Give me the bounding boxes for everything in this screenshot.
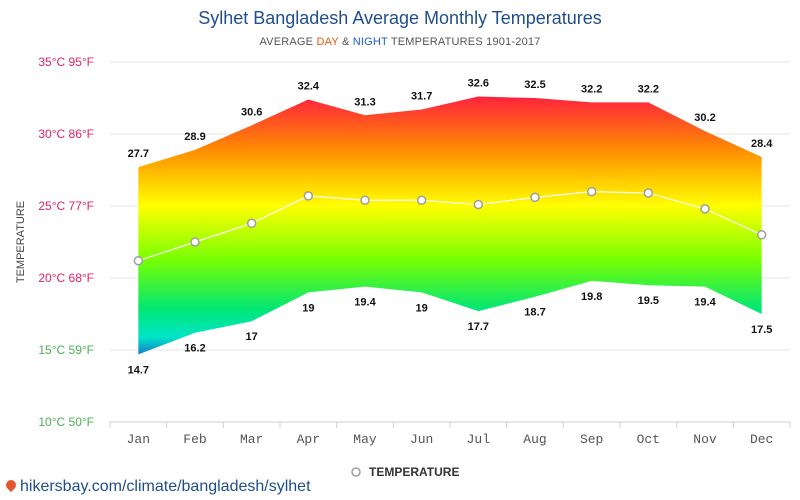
x-tick-label: Apr <box>297 432 320 447</box>
night-value-label: 17.5 <box>751 324 772 336</box>
y-tick-label: 35°C 95°F <box>38 55 94 69</box>
subtitle-prefix: AVERAGE <box>259 36 317 48</box>
day-value-label: 30.2 <box>694 112 715 124</box>
day-value-label: 31.7 <box>411 91 432 103</box>
night-value-label: 18.7 <box>524 307 545 319</box>
day-value-label: 32.6 <box>468 78 489 90</box>
x-tick-label: Nov <box>693 432 717 447</box>
night-value-label: 19.4 <box>694 297 716 309</box>
average-point <box>360 195 370 205</box>
y-tick-label: 25°C 77°F <box>38 199 94 213</box>
average-temperature-line <box>138 190 762 262</box>
night-value-label: 19.8 <box>581 291 602 303</box>
average-point <box>473 199 484 210</box>
subtitle-amp: & <box>338 36 353 48</box>
night-value-label: 19.5 <box>638 295 659 307</box>
day-value-label: 28.4 <box>751 138 773 150</box>
y-axis-title: TEMPERATURE <box>15 201 27 283</box>
y-tick-label: 15°C 59°F <box>38 343 94 357</box>
day-value-label: 32.4 <box>298 80 320 92</box>
x-tick-label: Jun <box>410 432 433 447</box>
chart-subtitle: AVERAGE DAY & NIGHT TEMPERATURES 1901-20… <box>0 36 800 48</box>
average-point <box>530 192 540 203</box>
location-pin-icon <box>3 477 19 493</box>
day-value-label: 30.6 <box>241 106 262 118</box>
legend-marker <box>351 467 361 477</box>
average-point <box>700 204 710 214</box>
legend-label: TEMPERATURE <box>369 465 459 479</box>
average-point <box>586 186 597 197</box>
day-value-label: 28.9 <box>184 131 205 143</box>
y-tick-label: 20°C 68°F <box>38 271 94 285</box>
x-tick-label: Sep <box>580 432 603 447</box>
average-point <box>416 195 427 205</box>
x-tick-label: Oct <box>637 432 660 447</box>
temperature-range-area <box>138 96 762 355</box>
x-tick-label: Jan <box>127 432 150 447</box>
x-tick-label: Feb <box>183 432 206 447</box>
average-point <box>303 191 314 201</box>
x-tick-label: Dec <box>750 432 773 447</box>
y-tick-label: 30°C 86°F <box>38 127 94 141</box>
night-value-label: 14.7 <box>128 364 149 376</box>
average-point <box>643 188 654 198</box>
night-value-label: 19 <box>416 302 428 314</box>
average-point <box>756 230 767 240</box>
night-value-label: 16.2 <box>184 343 205 355</box>
night-value-label: 19.4 <box>354 297 376 309</box>
average-point <box>190 237 200 247</box>
day-value-label: 27.7 <box>128 148 149 160</box>
subtitle-day: DAY <box>316 36 339 48</box>
chart-title: Sylhet Bangladesh Average Monthly Temper… <box>198 8 602 28</box>
night-value-label: 17 <box>246 331 258 343</box>
average-point <box>246 218 257 229</box>
x-tick-label: Aug <box>523 432 546 447</box>
subtitle-suffix: TEMPERATURES 1901-2017 <box>387 36 541 48</box>
night-value-label: 17.7 <box>468 321 489 333</box>
night-value-label: 19 <box>302 302 314 314</box>
source-link[interactable]: hikersbay.com/climate/bangladesh/sylhet <box>20 478 311 495</box>
x-tick-label: Mar <box>240 432 263 447</box>
average-point <box>133 255 144 266</box>
x-tick-label: May <box>353 432 377 447</box>
day-value-label: 31.3 <box>354 96 375 108</box>
source-footer[interactable]: hikersbay.com/climate/bangladesh/sylhet <box>2 477 311 496</box>
subtitle-night: NIGHT <box>352 36 388 48</box>
day-value-label: 32.5 <box>524 79 545 91</box>
day-value-label: 32.2 <box>638 83 659 95</box>
day-value-label: 32.2 <box>581 83 602 95</box>
y-tick-label: 10°C 50°F <box>38 415 94 429</box>
x-tick-label: Jul <box>467 432 491 447</box>
